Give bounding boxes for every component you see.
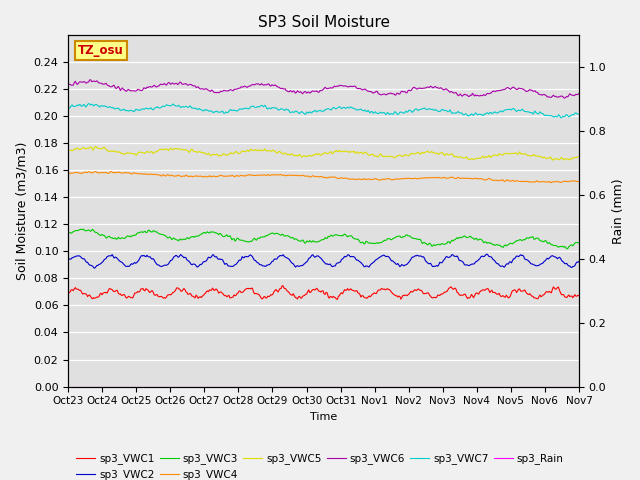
sp3_VWC5 xyxy=(484,154,492,160)
sp3_VWC7 xyxy=(342,106,349,111)
sp3_VWC3 xyxy=(79,226,87,232)
sp3_VWC3 xyxy=(308,240,316,245)
sp3_VWC1 xyxy=(64,289,72,295)
sp3_Rain xyxy=(307,384,315,389)
sp3_VWC6 xyxy=(369,90,377,96)
sp3_VWC6 xyxy=(342,84,349,89)
sp3_VWC5 xyxy=(308,153,316,159)
sp3_VWC5 xyxy=(64,148,72,154)
sp3_VWC7 xyxy=(557,115,565,120)
sp3_VWC3 xyxy=(484,240,492,246)
sp3_VWC2 xyxy=(483,251,491,257)
sp3_VWC2 xyxy=(64,257,72,263)
Text: TZ_osu: TZ_osu xyxy=(78,44,124,57)
X-axis label: Time: Time xyxy=(310,412,337,422)
sp3_VWC4 xyxy=(369,176,377,182)
sp3_VWC5 xyxy=(342,148,349,154)
sp3_VWC5 xyxy=(369,152,377,157)
sp3_VWC2 xyxy=(91,265,99,271)
sp3_VWC7 xyxy=(575,111,583,117)
sp3_VWC4 xyxy=(342,175,349,181)
Line: sp3_VWC6: sp3_VWC6 xyxy=(68,80,579,98)
sp3_VWC5 xyxy=(565,157,573,163)
Line: sp3_VWC4: sp3_VWC4 xyxy=(68,171,579,182)
sp3_VWC2 xyxy=(308,252,316,258)
sp3_VWC3 xyxy=(563,246,570,252)
sp3_VWC4 xyxy=(547,180,554,185)
Legend: sp3_VWC1, sp3_VWC2, sp3_VWC3, sp3_VWC4, sp3_VWC5, sp3_VWC6, sp3_VWC7, sp3_Rain: sp3_VWC1, sp3_VWC2, sp3_VWC3, sp3_VWC4, … xyxy=(72,449,568,480)
sp3_VWC1 xyxy=(371,290,378,296)
sp3_VWC1 xyxy=(278,283,286,288)
sp3_VWC3 xyxy=(565,244,573,250)
sp3_VWC5 xyxy=(548,157,556,163)
sp3_VWC1 xyxy=(565,292,573,298)
sp3_VWC3 xyxy=(575,240,583,246)
sp3_VWC7 xyxy=(64,106,72,112)
sp3_VWC7 xyxy=(311,108,319,113)
Line: sp3_VWC2: sp3_VWC2 xyxy=(68,254,579,268)
sp3_VWC2 xyxy=(342,254,349,260)
sp3_Rain xyxy=(340,384,348,389)
sp3_Rain xyxy=(483,384,491,389)
sp3_VWC6 xyxy=(64,82,72,87)
sp3_VWC3 xyxy=(311,239,319,245)
sp3_Rain xyxy=(563,384,570,389)
sp3_VWC7 xyxy=(565,114,573,120)
Line: sp3_VWC3: sp3_VWC3 xyxy=(68,229,579,249)
Title: SP3 Soil Moisture: SP3 Soil Moisture xyxy=(257,15,390,30)
sp3_VWC1 xyxy=(575,293,583,299)
sp3_VWC1 xyxy=(343,287,351,293)
sp3_VWC2 xyxy=(369,260,377,265)
sp3_VWC7 xyxy=(84,101,92,107)
sp3_VWC1 xyxy=(333,297,341,302)
sp3_VWC4 xyxy=(308,174,316,180)
sp3_VWC3 xyxy=(369,240,377,246)
sp3_VWC1 xyxy=(311,287,319,293)
Y-axis label: Rain (mm): Rain (mm) xyxy=(612,178,625,244)
sp3_VWC6 xyxy=(484,91,492,96)
Line: sp3_VWC1: sp3_VWC1 xyxy=(68,286,579,300)
sp3_VWC7 xyxy=(484,110,492,116)
sp3_VWC4 xyxy=(575,179,583,184)
sp3_VWC5 xyxy=(92,144,100,149)
sp3_VWC4 xyxy=(311,174,319,180)
sp3_VWC2 xyxy=(565,263,573,269)
sp3_VWC6 xyxy=(308,88,316,94)
sp3_VWC1 xyxy=(485,288,493,293)
sp3_VWC1 xyxy=(308,288,316,293)
sp3_Rain xyxy=(310,384,317,389)
Y-axis label: Soil Moisture (m3/m3): Soil Moisture (m3/m3) xyxy=(15,142,28,280)
sp3_VWC5 xyxy=(311,152,319,157)
sp3_VWC6 xyxy=(561,96,568,101)
sp3_VWC2 xyxy=(485,253,493,259)
sp3_VWC7 xyxy=(369,110,377,116)
sp3_VWC3 xyxy=(342,232,349,238)
sp3_VWC5 xyxy=(575,154,583,159)
sp3_VWC7 xyxy=(308,110,316,116)
sp3_Rain xyxy=(64,384,72,389)
Line: sp3_VWC7: sp3_VWC7 xyxy=(68,104,579,118)
sp3_VWC6 xyxy=(565,93,573,98)
sp3_Rain xyxy=(369,384,376,389)
sp3_VWC4 xyxy=(92,168,100,174)
sp3_VWC2 xyxy=(311,254,319,260)
sp3_VWC6 xyxy=(311,88,319,94)
sp3_Rain xyxy=(575,384,583,389)
sp3_VWC6 xyxy=(87,77,95,83)
Line: sp3_VWC5: sp3_VWC5 xyxy=(68,146,579,160)
sp3_VWC2 xyxy=(575,259,583,264)
sp3_VWC4 xyxy=(64,170,72,176)
sp3_VWC4 xyxy=(565,179,573,184)
sp3_VWC4 xyxy=(484,176,492,182)
sp3_VWC3 xyxy=(64,229,72,235)
sp3_VWC6 xyxy=(575,91,583,96)
